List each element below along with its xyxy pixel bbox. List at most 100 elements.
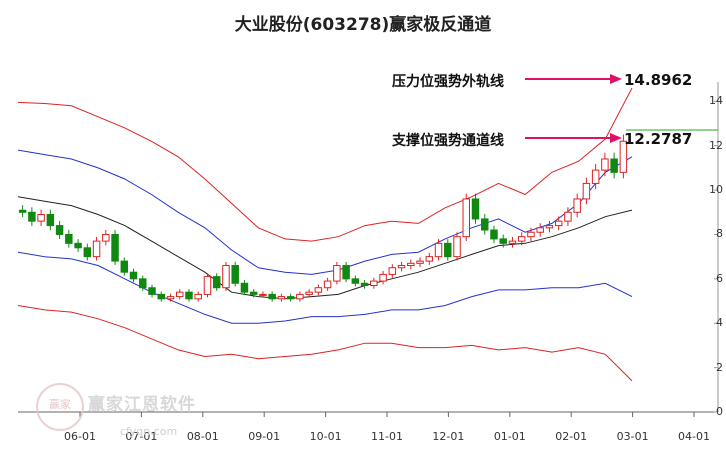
candle-body [573, 198, 581, 213]
candle-body [379, 273, 387, 282]
candle-body [508, 240, 517, 244]
y-tick-label: 0 [716, 405, 723, 418]
candle-body [296, 293, 304, 300]
candle-body [517, 236, 526, 242]
candle-body [471, 198, 480, 220]
candle-body [166, 296, 175, 300]
y-tick-label: 12 [709, 138, 723, 152]
x-tick-label: 11-01 [371, 430, 403, 443]
candle-body [139, 278, 147, 289]
y-tick-label: 6 [716, 271, 723, 285]
candle-body [601, 158, 609, 171]
candle-body [527, 231, 535, 238]
candle-body [610, 158, 618, 173]
candle-body [212, 276, 221, 289]
candle-body [305, 291, 313, 295]
x-tick-label: 07-01 [125, 430, 158, 443]
candle-body [83, 247, 92, 258]
support-arrow-head [610, 133, 622, 143]
candle-body [499, 238, 507, 244]
y-tick-label: 4 [716, 316, 723, 330]
x-tick-label: 06-01 [64, 430, 96, 443]
candle-body [554, 220, 563, 227]
chart-title: 大业股份(603278)赢家极反通道 [234, 15, 492, 35]
x-tick-label: 09-01 [248, 430, 281, 443]
resistance-label: 压力位强势外轨线 [392, 74, 504, 90]
channel-line-middle-low [17, 251, 633, 324]
support-value: 12.2787 [624, 130, 693, 148]
channel-line-lower [17, 305, 633, 382]
candle-body [453, 236, 461, 258]
y-tick-label: 8 [716, 227, 723, 241]
candle-body [102, 233, 110, 242]
resistance-value: 14.8962 [624, 71, 693, 89]
candle-body [416, 260, 424, 264]
candle-body [481, 218, 489, 231]
x-tick-label: 04-01 [678, 430, 710, 443]
candle-body [351, 278, 360, 284]
candle-body [333, 265, 341, 282]
candle-body [111, 233, 119, 262]
candle-body [545, 225, 554, 229]
x-tick-label: 02-01 [555, 430, 588, 443]
candle-body [222, 265, 230, 289]
candle-body [268, 293, 276, 300]
candle-body [194, 293, 202, 300]
candle-body [444, 242, 452, 258]
x-tick-label: 01-01 [493, 430, 526, 443]
candle-body [46, 213, 55, 227]
candle-body [157, 293, 165, 300]
candle-body [564, 211, 572, 222]
channel-line-middle [17, 149, 633, 275]
candle-body [28, 211, 36, 222]
x-tick-label: 12-01 [432, 430, 465, 443]
x-tick-label: 10-01 [309, 430, 342, 443]
candle-body [286, 296, 295, 300]
candle-body [323, 280, 332, 289]
candle-body [314, 287, 323, 293]
candle-body [490, 229, 498, 240]
channel-line-midline [17, 196, 633, 300]
candle-body [176, 291, 184, 298]
candle-body [231, 265, 239, 284]
candle-body [342, 265, 350, 280]
resistance-arrow-head [610, 74, 622, 84]
candle-body [65, 233, 73, 244]
candle-body [462, 198, 470, 238]
candle-body [397, 265, 406, 269]
candle-body [148, 287, 156, 295]
watermark-url: cfyqn.com [120, 425, 178, 438]
x-tick-label: 08-01 [186, 430, 219, 443]
watermark-logo: 赢家 [36, 383, 84, 431]
candle-body [619, 140, 628, 173]
candle-body [74, 242, 82, 249]
candle-body [407, 262, 415, 267]
candle-body [92, 240, 101, 258]
support-label: 支撑位强势通道线 [392, 133, 504, 149]
candle-body [37, 213, 45, 222]
candle-body [55, 225, 64, 235]
candle-body [434, 242, 443, 258]
watermark-text: 赢家江恩软件 [88, 395, 196, 415]
candle-body [249, 291, 258, 295]
candle-body [240, 282, 249, 293]
y-tick-label: 14 [709, 94, 723, 108]
candle-body [582, 182, 591, 200]
candle-body [591, 169, 600, 184]
candle-body [120, 260, 129, 273]
candle-body [259, 293, 267, 296]
candle-body [370, 280, 378, 287]
candle-body [203, 276, 212, 295]
candle-body [185, 291, 193, 300]
candle-body [388, 267, 397, 275]
candle-body [360, 282, 369, 287]
candle-body [536, 227, 544, 233]
y-tick-label: 2 [716, 360, 723, 374]
candle-body [129, 271, 138, 280]
candle-body [277, 296, 286, 300]
candle-body [425, 256, 434, 262]
candle-body [18, 209, 27, 213]
x-tick-label: 03-01 [616, 430, 649, 443]
y-tick-label: 10 [709, 183, 723, 197]
